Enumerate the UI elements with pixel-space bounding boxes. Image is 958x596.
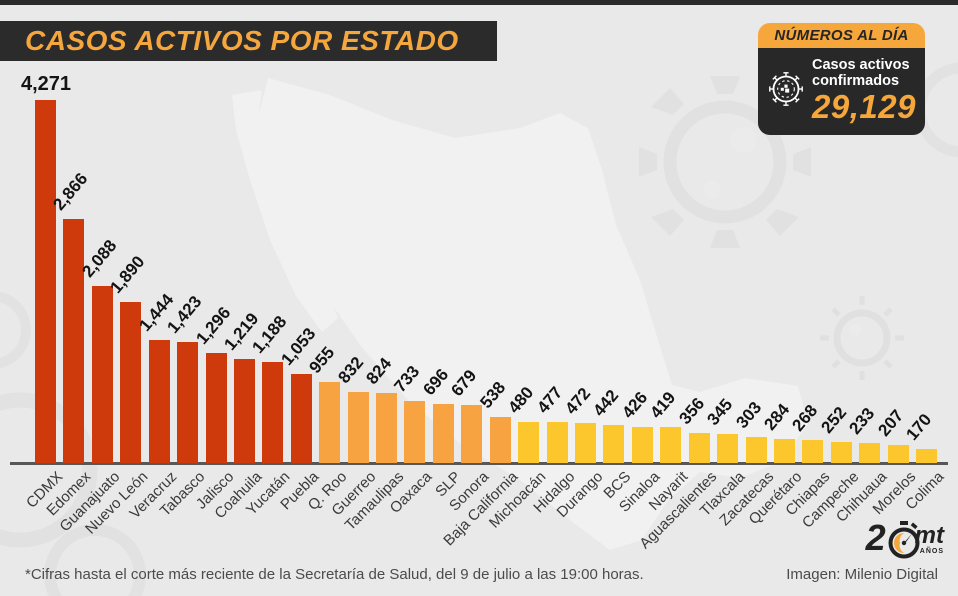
bar-value-label: 679 [447,366,481,400]
source-footnote: *Cifras hasta el corte más reciente de l… [25,566,644,583]
bar-value-label: 472 [561,384,595,418]
bar-Tamaulipas [376,393,397,463]
bar-value-label: 207 [874,406,908,440]
bar-BCS [603,425,624,463]
milenio-20-logo: 2 mt AÑOS [866,520,944,567]
virus-icon [766,69,806,114]
top-accent-strip [0,0,958,5]
bar-Campeche [831,442,852,463]
bar-value-label: 345 [703,395,737,429]
bar-Baja California [490,417,511,463]
x-axis-line [10,462,948,465]
bar-Hidalgo [547,422,568,463]
bar-value-label: 233 [845,404,879,438]
bar-Puebla [291,374,312,463]
bar-Sinaloa [632,427,653,463]
bar-Zacatecas [746,437,767,463]
confirmed-active-cases-value: 29,129 [812,88,916,125]
stopwatch-icon [886,520,922,567]
bar-Q. Roo [319,382,340,463]
bar-Querétaro [774,439,795,463]
bar-value-label: 442 [589,386,623,420]
bar-Michoacán [518,422,539,463]
badge-header-label: NÚMEROS AL DÍA [774,27,909,44]
logo-sub: AÑOS [919,548,944,555]
bar-Chihuaua [859,443,880,463]
bar-Oaxaca [404,401,425,463]
bar-value-label: 1,890 [106,252,149,297]
bar-value-label: 426 [618,388,652,422]
bar-Jalisco [206,353,227,463]
bar-Morelos [888,445,909,463]
bar-Colima [916,449,937,463]
bar-value-label: 419 [646,388,680,422]
bar-value-label: 955 [305,343,339,377]
bar-Tabasco [177,342,198,463]
badge-body: Casos activos confirmados 29,129 [758,48,925,135]
badge-label-line1: Casos activos [812,57,910,73]
bar-value-label: 356 [675,394,709,428]
bar-Guerreo [348,392,369,463]
virus-watermark-small [820,296,904,380]
bar-Chiapas [802,440,823,463]
bar-value-label: 480 [504,383,538,417]
bar-value-label: 538 [476,378,510,412]
bar-Nayarit [660,427,681,463]
logo-name: mt [914,522,944,549]
badge-header: NÚMEROS AL DÍA [758,23,925,48]
title-bar: CASOS ACTIVOS POR ESTADO [0,21,497,61]
bar-Sonora [461,405,482,463]
bar-Edomex [63,219,84,463]
bar-Yucatán [262,362,283,463]
bar-value-label: 2,866 [49,169,92,214]
bar-CDMX [35,100,56,463]
bar-value-label: 832 [334,353,368,387]
bar-value-label: 268 [788,401,822,435]
bar-value-label: 170 [902,410,936,444]
bar-value-label: 303 [732,398,766,432]
bar-Coahuila [234,359,255,463]
bar-Guanajuato [92,286,113,463]
bar-SLP [433,404,454,463]
daily-numbers-badge: NÚMEROS AL DÍA [758,23,925,135]
bar-Tlaxcala [717,434,738,463]
bar-value-label: 696 [419,365,453,399]
bar-value-label: 284 [760,400,794,434]
bar-value-label: 252 [817,403,851,437]
logo-prefix: 2 [865,517,886,558]
bar-Nuevo León [120,302,141,463]
bar-Durango [575,423,596,463]
bar-Aguascalientes [689,433,710,463]
bar-value-label: 4,271 [21,73,72,95]
bar-Veracruz [149,340,170,463]
bar-value-label: 477 [533,383,567,417]
image-credit: Imagen: Milenio Digital [786,566,938,583]
page-title: CASOS ACTIVOS POR ESTADO [25,25,459,56]
badge-label-line2: confirmados [812,73,900,89]
bar-value-label: 733 [390,362,424,396]
